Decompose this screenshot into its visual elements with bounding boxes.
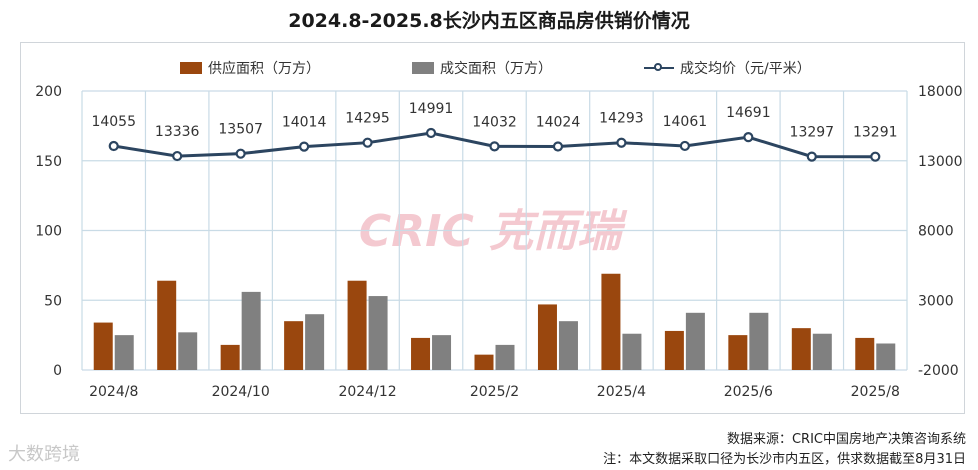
- y-left-tick-label: 0: [53, 363, 62, 379]
- price-data-label: 14295: [345, 111, 390, 127]
- bar-deal: [114, 335, 134, 370]
- center-watermark: CRIC 克而瑞: [359, 206, 628, 257]
- bar-deal: [368, 296, 388, 370]
- bar-supply: [728, 335, 748, 370]
- y-right-tick-label: 8000: [918, 224, 954, 240]
- price-data-label: 14991: [409, 101, 454, 117]
- bar-deal: [812, 333, 832, 370]
- bar-supply: [537, 304, 557, 370]
- source-text: 数据来源：CRIC中国房地产决策咨询系统: [726, 432, 966, 447]
- price-point: [299, 141, 310, 152]
- bar-supply: [601, 273, 621, 370]
- price-point: [743, 132, 754, 143]
- x-tick-label: 2025/6: [724, 384, 773, 400]
- price-data-label: 13336: [155, 124, 200, 140]
- bar-supply: [220, 344, 240, 370]
- y-right-tick-label: -2000: [918, 363, 959, 379]
- price-data-label: 14014: [282, 115, 327, 131]
- x-tick-label: 2025/4: [597, 384, 646, 400]
- x-tick-label: 2024/12: [338, 384, 396, 400]
- price-data-label: 14024: [536, 114, 581, 130]
- y-right-tick-label: 13000: [918, 154, 963, 170]
- price-point: [108, 140, 119, 152]
- note-text: 注：本文数据采取口径为长沙市内五区，供求数据截至8月31日: [603, 452, 966, 467]
- price-point: [362, 137, 373, 148]
- price-point: [425, 127, 437, 139]
- bar-supply: [664, 330, 684, 370]
- legend-deal-swatch: [412, 62, 434, 74]
- y-left-tick-label: 150: [35, 154, 62, 170]
- price-data-label: 13291: [853, 125, 898, 141]
- price-data-label: 14032: [472, 114, 517, 130]
- x-tick-label: 2024/10: [212, 384, 270, 400]
- corner-watermark: 大数跨境: [8, 444, 80, 465]
- legend-deal-label: 成交面积（万方）: [440, 61, 552, 77]
- bar-supply: [411, 337, 431, 370]
- bar-supply: [791, 328, 811, 370]
- chart-frame: [20, 42, 965, 414]
- bar-deal: [241, 291, 261, 370]
- price-point: [870, 151, 881, 162]
- y-left-tick-label: 50: [44, 293, 62, 309]
- price-point: [172, 150, 183, 162]
- price-data-label: 14055: [91, 114, 136, 130]
- y-right-tick-label: 3000: [918, 293, 954, 309]
- y-left-tick-label: 100: [35, 224, 62, 240]
- legend-supply-swatch: [180, 62, 202, 74]
- legend-deal: 成交面积（万方）: [412, 58, 552, 78]
- price-data-label: 14061: [663, 114, 708, 130]
- bar-deal: [685, 312, 705, 370]
- bar-supply: [855, 337, 875, 370]
- chart-legend: 供应面积（万方） 成交面积（万方） 成交均价（元/平米）: [0, 58, 978, 78]
- price-data-label: 13297: [790, 125, 835, 141]
- chart-title: 2024.8-2025.8长沙内五区商品房供销价情况: [288, 10, 690, 32]
- price-point: [235, 148, 246, 159]
- price-data-label: 14691: [726, 105, 771, 121]
- bar-supply: [284, 321, 304, 370]
- price-point: [489, 141, 500, 152]
- bar-supply: [157, 280, 177, 370]
- bar-deal: [432, 335, 452, 370]
- bar-deal: [749, 312, 769, 370]
- bar-deal: [876, 343, 896, 370]
- bar-deal: [178, 332, 198, 370]
- bar-supply: [474, 354, 494, 370]
- x-tick-label: 2025/8: [851, 384, 900, 400]
- bar-supply: [93, 322, 113, 370]
- price-data-label: 14293: [599, 111, 644, 127]
- bar-deal: [495, 344, 515, 370]
- price-data-label: 13507: [218, 122, 263, 138]
- y-right-tick-label: 18000: [918, 84, 963, 100]
- price-point: [679, 140, 690, 152]
- bar-deal: [558, 321, 578, 370]
- legend-price-label: 成交均价（元/平米）: [680, 61, 811, 77]
- y-left-tick-label: 200: [35, 84, 62, 100]
- price-point: [806, 151, 817, 162]
- bar-deal: [305, 314, 325, 370]
- legend-price-swatch: [644, 62, 674, 74]
- price-point: [552, 141, 564, 152]
- legend-supply: 供应面积（万方）: [180, 58, 320, 78]
- bar-deal: [622, 333, 642, 370]
- bar-supply: [347, 280, 367, 370]
- legend-price: 成交均价（元/平米）: [644, 58, 811, 78]
- x-tick-label: 2025/2: [470, 384, 519, 400]
- x-tick-label: 2024/8: [89, 384, 138, 400]
- legend-supply-label: 供应面积（万方）: [208, 61, 320, 77]
- price-point: [616, 137, 627, 148]
